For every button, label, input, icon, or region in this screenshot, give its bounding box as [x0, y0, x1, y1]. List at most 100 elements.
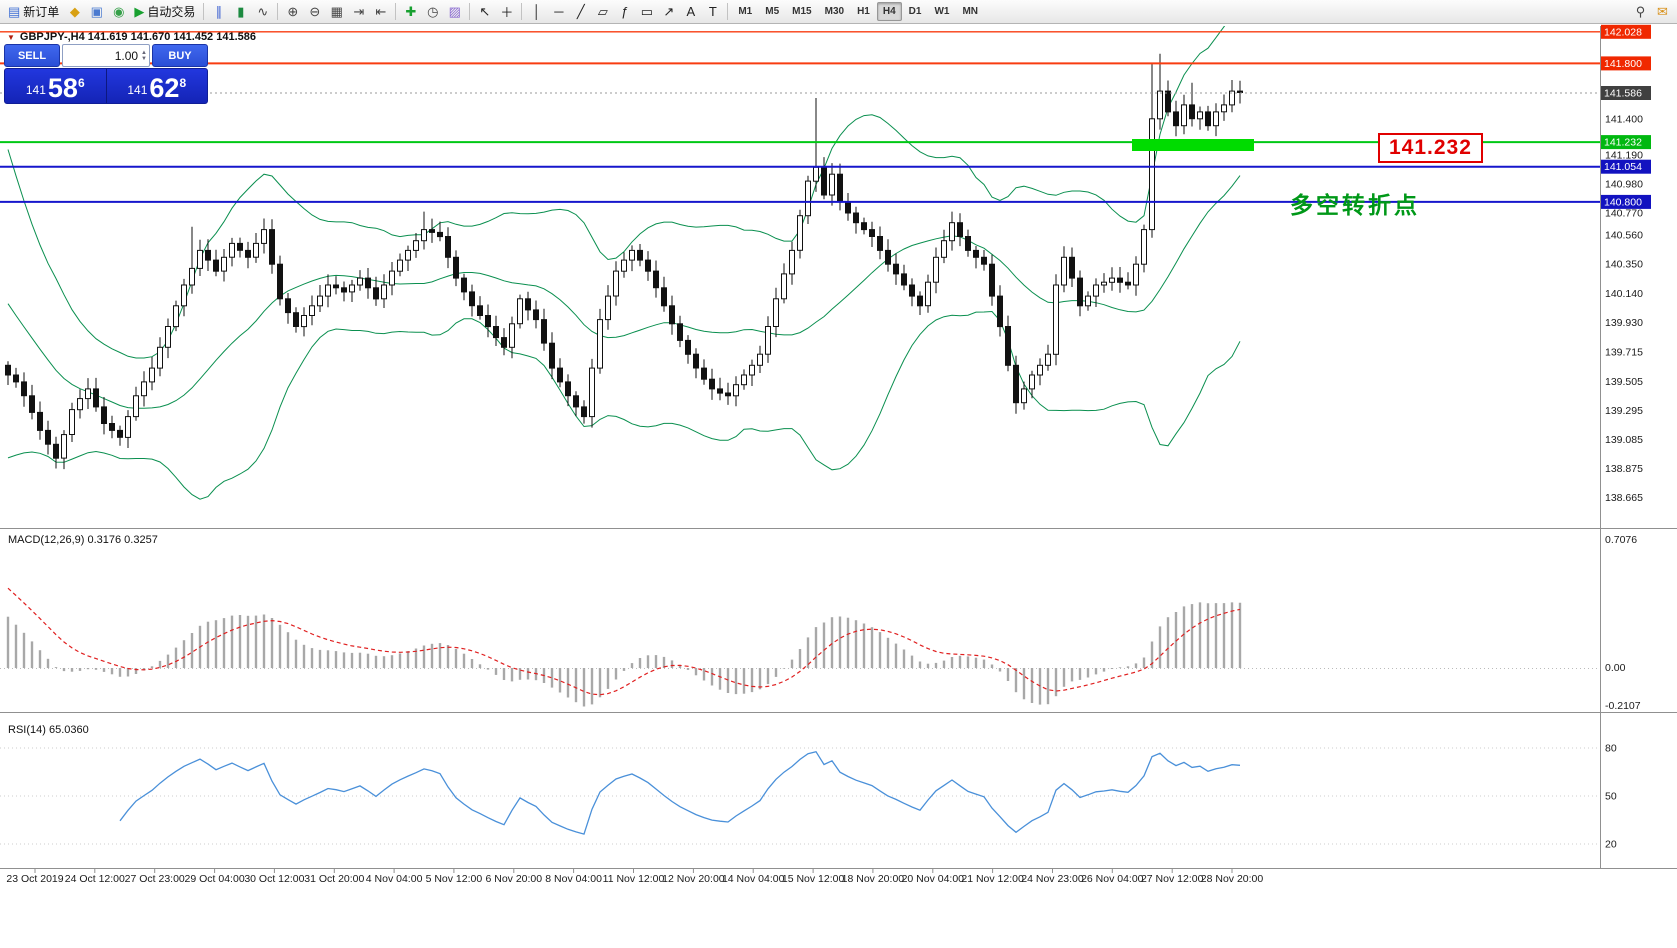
toolbar-separator — [727, 3, 729, 20]
auto-scroll-icon: ⇥ — [353, 3, 365, 19]
chart-shift-icon: ⇤ — [375, 3, 387, 19]
price-tag — [1601, 56, 1651, 71]
timeframe-h4-button[interactable]: H4 — [876, 2, 902, 21]
toolbar-separator — [521, 3, 523, 20]
timeframe-h1-button[interactable]: H1 — [857, 6, 870, 17]
shapes-button[interactable]: ▭ — [636, 2, 657, 22]
trend-line-button[interactable]: ╱ — [570, 2, 591, 22]
candle — [293, 312, 299, 328]
candle — [941, 240, 947, 258]
volume-input[interactable]: 1.00 ▲ ▼ — [62, 44, 150, 67]
candle — [461, 277, 467, 293]
fibonacci-button[interactable]: ƒ — [614, 2, 635, 22]
price-tick-label: 141.400 — [1605, 113, 1643, 125]
indicators-button[interactable]: ✚ — [400, 2, 421, 22]
candle — [389, 270, 395, 286]
candle — [749, 364, 755, 376]
candle — [1117, 277, 1123, 283]
candle — [1157, 90, 1163, 120]
main-toolbar: ▤ 新订单 ◆ ▣ ◉ ▶ 自动交易 ∥ ▮ ∿ ⊕ ⊖ ▦ ⇥ ⇤ ✚ ◷ ▨ ↖ ＋ │ ─ ╱ ▱ ƒ ▭ ↗ A T M1 M5 M1… — [0, 0, 1677, 24]
candle — [573, 395, 579, 408]
timeframe-mn-button[interactable]: MN — [962, 6, 979, 17]
candle — [589, 367, 595, 418]
candle — [1181, 104, 1187, 127]
ask-price[interactable]: 141 62 8 — [107, 69, 208, 103]
rsi-line — [119, 750, 1241, 835]
horizontal-lines — [0, 31, 1600, 203]
turning-point-annotation[interactable]: 多空转折点 — [1290, 192, 1420, 218]
timeframe-m5-button[interactable]: M5 — [765, 6, 780, 17]
candle — [717, 388, 723, 394]
candle — [725, 392, 731, 397]
candle-chart-mode-button[interactable]: ▮ — [230, 2, 251, 22]
text-label-button[interactable]: T — [702, 2, 723, 22]
spinner-down-icon[interactable]: ▼ — [141, 55, 147, 62]
ask-prefix: 141 — [127, 83, 148, 97]
new-order-button[interactable]: ▤ 新订单 — [4, 2, 63, 22]
terminal-button[interactable]: ◉ — [108, 2, 129, 22]
candle — [1085, 295, 1091, 307]
market-watch-button[interactable]: ◆ — [64, 2, 85, 22]
bid-price[interactable]: 141 58 6 — [5, 69, 106, 103]
new-order-label: 新订单 — [23, 5, 60, 19]
candle — [301, 315, 307, 328]
candle — [981, 256, 987, 265]
line-chart-mode-button[interactable]: ∿ — [252, 2, 273, 22]
zoom-in-button[interactable]: ⊕ — [282, 2, 303, 22]
candle — [613, 270, 619, 297]
candle — [677, 323, 683, 341]
crosshair-button[interactable]: ＋ — [496, 2, 517, 22]
candle — [77, 398, 83, 411]
text-icon: A — [686, 4, 696, 19]
price-tick-label: 140.350 — [1605, 259, 1643, 271]
zoom-out-button[interactable]: ⊖ — [304, 2, 325, 22]
time-tick-label: 11 Nov 12:00 — [603, 873, 665, 885]
time-axis[interactable]: 23 Oct 2019 24 Oct 12:00 27 Oct 23:00 29 Oc… — [6, 869, 1263, 885]
chat-icon: ✉ — [1657, 3, 1668, 19]
timeframe-d1-button[interactable]: D1 — [908, 6, 922, 17]
text-button[interactable]: A — [680, 2, 701, 22]
candle — [405, 249, 411, 261]
timeframe-w1-button[interactable]: W1 — [934, 6, 950, 17]
collapse-chart-icon[interactable]: ▼ — [7, 32, 15, 42]
candle — [757, 353, 763, 366]
candle — [173, 305, 179, 328]
buy-button[interactable]: BUY — [152, 44, 208, 67]
cursor-button[interactable]: ↖ — [474, 2, 495, 22]
price-axis[interactable]: 141.400 141.190 140.980 140.770 140.560 140.3… — [1601, 24, 1651, 851]
tile-windows-button[interactable]: ▦ — [326, 2, 347, 22]
candle — [845, 201, 851, 214]
sell-button[interactable]: SELL — [4, 44, 60, 67]
timeframe-m1-button[interactable]: M1 — [738, 6, 753, 17]
time-tick-label: 5 Nov 12:00 — [426, 873, 483, 885]
timeframe-m15-button[interactable]: M15 — [792, 6, 812, 17]
chat-button[interactable]: ✉ — [1652, 2, 1673, 22]
time-tick-label: 15 Nov 12:00 — [782, 873, 845, 885]
candle — [877, 236, 883, 251]
auto-trading-button[interactable]: ▶ 自动交易 — [130, 2, 199, 22]
data-window-button[interactable]: ▣ — [86, 2, 107, 22]
candle — [933, 256, 939, 283]
volume-spinner[interactable]: ▲ ▼ — [141, 50, 147, 62]
chart-shift-button[interactable]: ⇤ — [370, 2, 391, 22]
auto-scroll-button[interactable]: ⇥ — [348, 2, 369, 22]
chart-canvas[interactable]: 141.400 141.190 140.980 140.770 140.560 140.3… — [0, 24, 1677, 948]
candle — [1093, 284, 1099, 297]
vertical-line-button[interactable]: │ — [526, 2, 547, 22]
periods-button[interactable]: ◷ — [422, 2, 443, 22]
bar-chart-mode-button[interactable]: ∥ — [208, 2, 229, 22]
price-tick-label: 140.140 — [1605, 288, 1643, 300]
panel-separators[interactable] — [0, 26, 1677, 869]
candle — [493, 326, 499, 339]
timeframe-m30-button[interactable]: M30 — [824, 6, 845, 17]
support-zone-bar[interactable] — [1132, 139, 1254, 151]
arrows-button[interactable]: ↗ — [658, 2, 679, 22]
price-tick-label: 140.980 — [1605, 179, 1643, 191]
channel-button[interactable]: ▱ — [592, 2, 613, 22]
price-callout-141232[interactable]: 141.232 — [1378, 133, 1483, 163]
horizontal-line-button[interactable]: ─ — [548, 2, 569, 22]
templates-button[interactable]: ▨ — [444, 2, 465, 22]
chart-symbol-info: ▼ GBPJPY-,H4 141.619 141.670 141.452 141… — [7, 31, 256, 43]
search-button[interactable]: ⚲ — [1630, 2, 1651, 22]
spinner-up-icon[interactable]: ▲ — [141, 49, 147, 56]
